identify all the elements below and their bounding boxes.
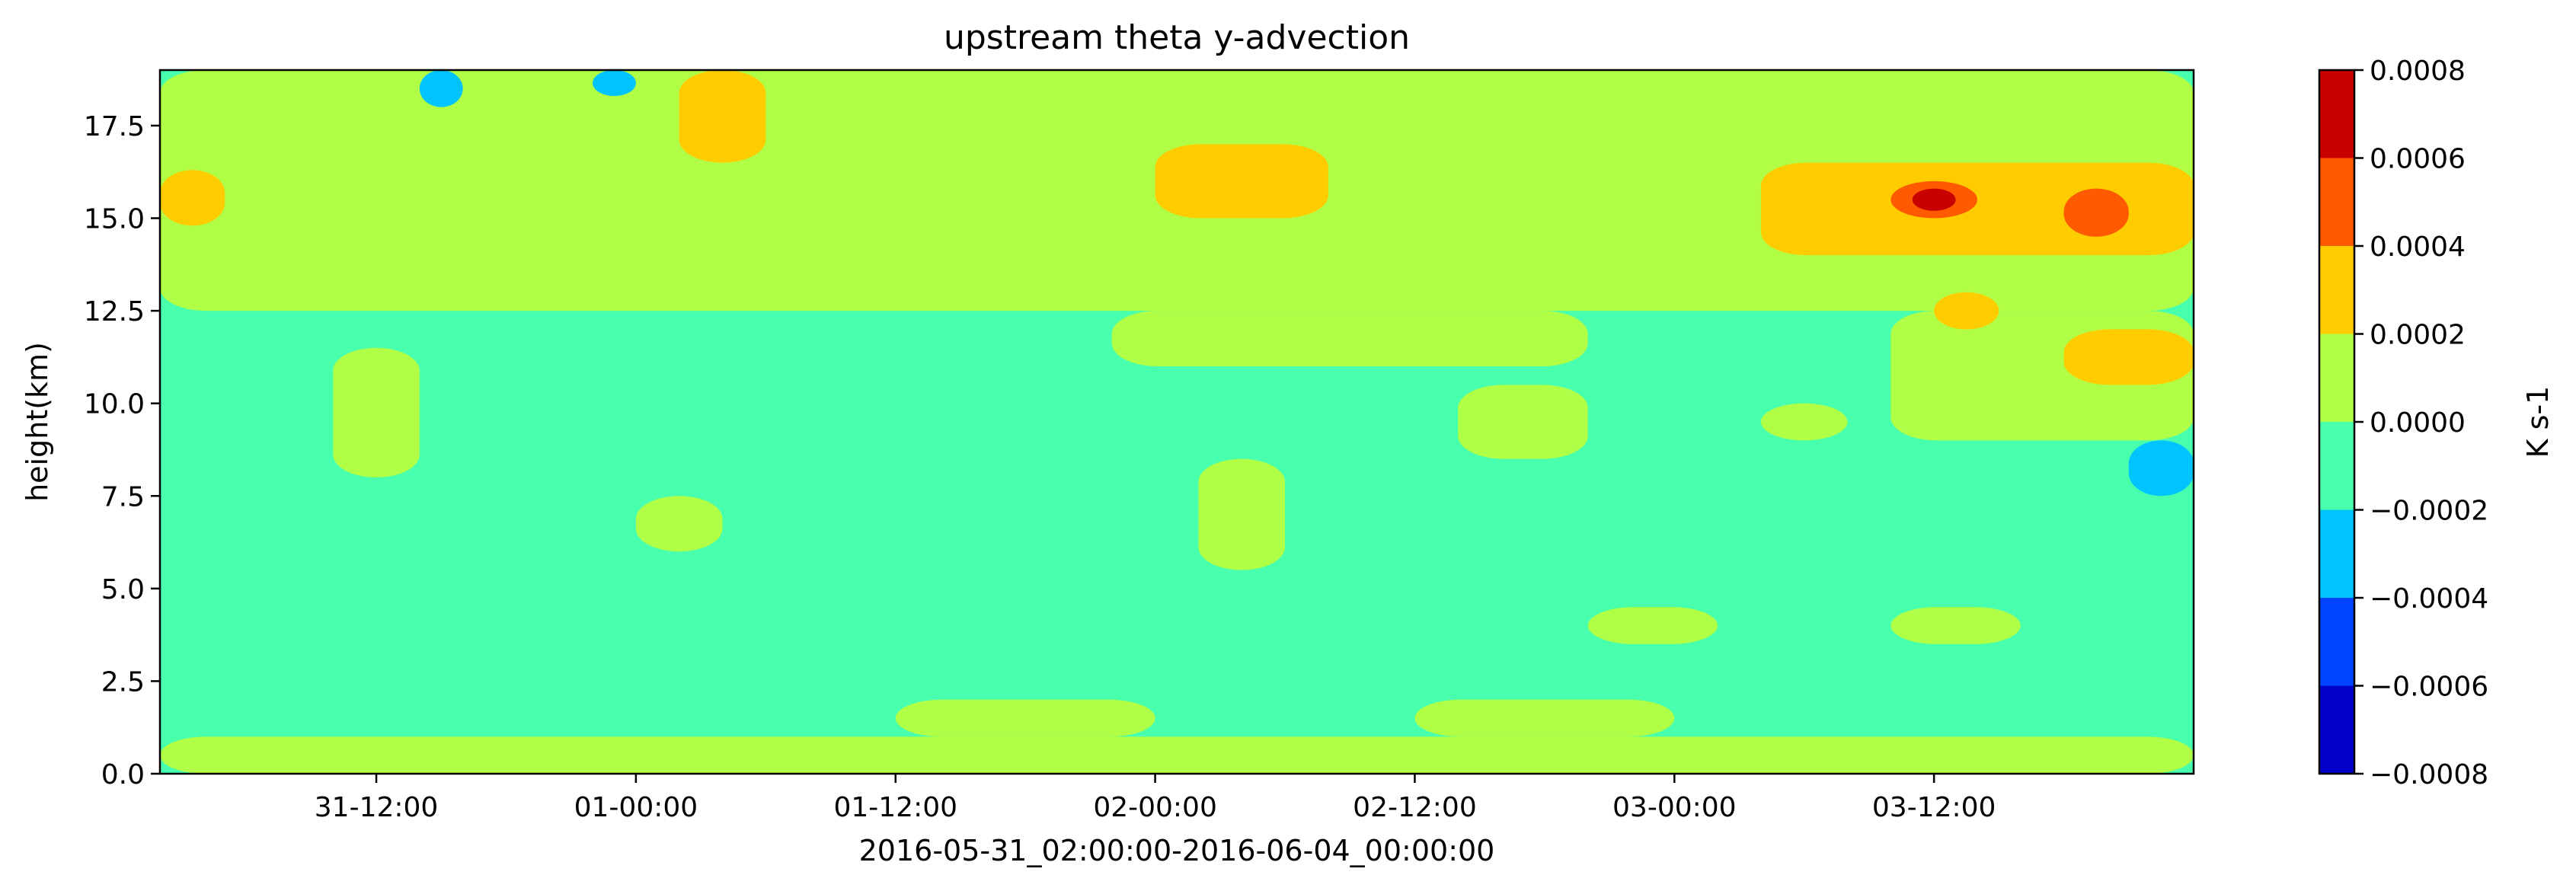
contour-region-20 (2063, 188, 2129, 237)
x-tick-label: 02-00:00 (1093, 792, 1217, 823)
contour-region-23 (419, 70, 463, 107)
x-tick-label: 02-12:00 (1353, 792, 1477, 823)
contour-region-24 (593, 70, 636, 97)
colorbar-band-4 (2319, 334, 2354, 422)
contour-region-7 (1458, 385, 1588, 459)
x-tick-label: 01-12:00 (833, 792, 957, 823)
y-tick-label: 0.0 (101, 759, 145, 790)
colorbar-band-7 (2319, 70, 2354, 158)
y-axis-label: height(km) (21, 342, 54, 502)
colorbar-tick-label: 0.0008 (2370, 56, 2466, 87)
y-tick-label: 17.5 (84, 111, 145, 142)
contour-region-8 (1760, 403, 1848, 441)
colorbar-label: K s-1 (2521, 386, 2555, 458)
y-axis: 0.0 2.5 5.0 7.5 10.0 12.5 15.0 17.5 (84, 111, 160, 790)
colorbar-band-1 (2319, 598, 2354, 686)
contour-region-21 (1912, 188, 1956, 211)
colorbar-band-5 (2319, 246, 2354, 334)
chart-title: upstream theta y-advection (944, 18, 1410, 57)
colorbar-tick-label: 0.0004 (2370, 232, 2466, 263)
contour-region-11 (895, 699, 1155, 737)
contour-region-15 (679, 70, 766, 163)
contour-regions (160, 70, 2194, 774)
contour-region-14 (1155, 144, 1328, 219)
contour-region-9 (1890, 607, 2021, 644)
plot-frame (158, 69, 2195, 775)
x-tick-label: 03-00:00 (1612, 792, 1737, 823)
contour-region-4 (333, 347, 420, 477)
contour-region-22 (2128, 440, 2194, 497)
colorbar-band-3 (2319, 422, 2354, 510)
colorbar-band-0 (2319, 685, 2354, 774)
contour-region-13 (160, 170, 225, 226)
plot-area (158, 69, 2195, 775)
colorbar-tick-label: 0.0006 (2370, 144, 2466, 175)
x-axis: 31-12:00 01-00:00 01-12:00 02-00:00 02-12:00… (315, 774, 1996, 823)
x-tick-label: 01-00:00 (574, 792, 698, 823)
x-tick-label: 31-12:00 (315, 792, 439, 823)
contour-region-0 (160, 736, 2194, 774)
colorbar-tick-label: −0.0002 (2370, 496, 2488, 527)
contour-region-5 (635, 496, 723, 552)
colorbar-tick-label: 0.0000 (2370, 407, 2466, 439)
colorbar-tick-label: −0.0004 (2370, 583, 2488, 615)
colorbar-band-2 (2319, 509, 2354, 598)
contour-region-16 (1760, 162, 2194, 256)
contour-region-17 (1934, 292, 1999, 330)
y-tick-label: 15.0 (84, 204, 145, 235)
y-tick-label: 10.0 (84, 389, 145, 420)
colorbar: −0.0008 −0.0006 −0.0004 −0.0002 0.0000 0.0002… (2318, 56, 2555, 790)
contour-region-10 (1587, 607, 1718, 644)
contour-region-2 (1111, 311, 1588, 367)
contour-region-18 (2063, 329, 2194, 385)
colorbar-tick-label: −0.0008 (2370, 759, 2488, 790)
y-tick-label: 7.5 (101, 481, 145, 513)
contour-region-12 (1414, 699, 1675, 737)
y-tick-label: 2.5 (101, 666, 145, 698)
x-tick-label: 03-12:00 (1872, 792, 1996, 823)
y-tick-label: 5.0 (101, 574, 145, 605)
colorbar-bands (2319, 70, 2354, 774)
contour-region-6 (1198, 458, 1286, 570)
colorbar-band-6 (2319, 158, 2354, 246)
colorbar-tick-label: −0.0006 (2370, 672, 2488, 703)
x-axis-label: 2016-05-31_02:00:00-2016-06-04_00:00:00 (859, 834, 1495, 867)
colorbar-ticks: −0.0008 −0.0006 −0.0004 −0.0002 0.0000 0.0002… (2354, 56, 2488, 790)
colorbar-tick-label: 0.0002 (2370, 320, 2466, 351)
y-tick-label: 12.5 (84, 296, 145, 327)
